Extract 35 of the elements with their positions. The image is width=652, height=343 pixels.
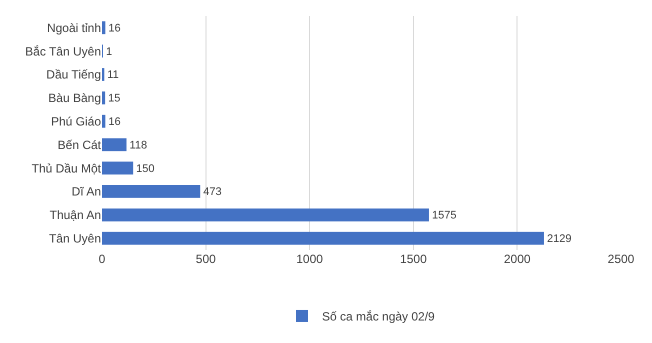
x-tick-label: 1500	[400, 252, 428, 266]
x-tick-label: 2500	[608, 252, 635, 266]
bar	[102, 162, 134, 175]
bar	[102, 91, 106, 104]
data-label: 1	[106, 46, 112, 58]
bar	[102, 208, 429, 222]
data-label: 1575	[432, 210, 456, 222]
y-tick-label: Thuận An	[50, 208, 101, 222]
y-tick-label: Thủ Dầu Một	[32, 161, 102, 176]
y-tick-label: Ngoài tỉnh	[46, 20, 101, 35]
bar	[102, 114, 106, 128]
y-tick-label: Phú Giáo	[50, 114, 102, 128]
y-tick-label: Dầu Tiếng	[46, 68, 101, 82]
data-label: 473	[203, 186, 222, 198]
y-tick-label: Tân Uyên	[48, 232, 101, 246]
data-label: 16	[108, 22, 121, 34]
bar	[102, 21, 106, 34]
data-label: 16	[108, 116, 121, 128]
y-tick-label: Dĩ An	[72, 184, 101, 199]
bar	[102, 232, 544, 245]
y-tick-label: Bắc Tân Uyên	[25, 44, 101, 58]
data-label: 15	[108, 92, 120, 105]
y-tick-label: Bàu Bàng	[48, 91, 101, 106]
data-label: 118	[130, 139, 148, 152]
legend-label: Số ca mắc ngày 02/9	[322, 310, 436, 324]
y-tick-label: Bến Cát	[58, 138, 102, 152]
bar	[102, 138, 126, 152]
x-tick-label: 1000	[296, 252, 324, 266]
data-label: 150	[136, 162, 155, 175]
x-tick-label: 2000	[504, 252, 531, 266]
data-label: 11	[107, 69, 119, 82]
x-tick-label: 500	[196, 252, 216, 266]
x-tick-label: 0	[98, 252, 106, 266]
data-label: 2129	[546, 232, 572, 245]
bar	[102, 185, 200, 198]
